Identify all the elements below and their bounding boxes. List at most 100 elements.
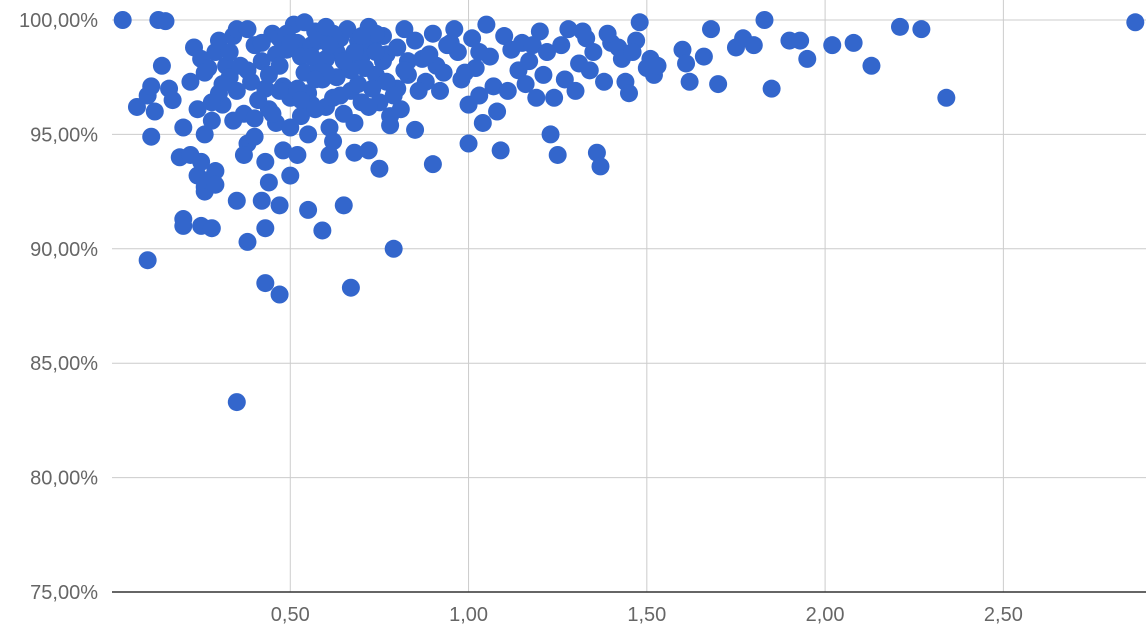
y-tick-label: 95,00% xyxy=(30,124,98,146)
data-point xyxy=(242,72,261,91)
data-point xyxy=(595,72,614,91)
data-point xyxy=(249,91,268,110)
data-point xyxy=(862,56,881,75)
data-point xyxy=(530,22,549,41)
data-point xyxy=(145,102,164,121)
data-point xyxy=(498,81,517,100)
data-point xyxy=(252,33,271,52)
data-point xyxy=(202,93,221,112)
data-point xyxy=(174,216,193,235)
x-tick-label: 2,00 xyxy=(806,604,845,626)
data-point xyxy=(431,81,450,100)
data-point xyxy=(345,143,364,162)
data-point xyxy=(291,107,310,126)
data-point xyxy=(299,125,318,144)
data-point xyxy=(762,79,781,98)
data-point xyxy=(587,143,606,162)
y-tick-label: 90,00% xyxy=(30,239,98,261)
data-point xyxy=(395,20,414,39)
data-point xyxy=(320,118,339,137)
data-point xyxy=(370,159,389,178)
data-point xyxy=(288,145,307,164)
data-point xyxy=(620,84,638,103)
data-point xyxy=(598,24,617,43)
data-point xyxy=(270,196,289,215)
data-point xyxy=(937,88,956,107)
data-point xyxy=(523,36,542,55)
data-point xyxy=(163,91,182,110)
data-point xyxy=(630,13,649,32)
data-point xyxy=(566,81,585,100)
data-point xyxy=(445,20,464,39)
data-point xyxy=(206,162,225,181)
data-point xyxy=(320,36,339,55)
data-point xyxy=(138,251,157,270)
data-point xyxy=(281,118,300,137)
data-point xyxy=(470,43,489,62)
data-point xyxy=(363,79,382,98)
data-point xyxy=(537,43,556,62)
data-point xyxy=(113,11,132,29)
y-tick-label: 100,00% xyxy=(19,10,98,32)
data-point xyxy=(202,219,221,238)
data-point xyxy=(142,77,161,96)
data-point xyxy=(545,88,564,107)
data-point xyxy=(220,43,239,62)
data-point xyxy=(1126,13,1145,32)
data-point xyxy=(591,157,610,176)
data-point xyxy=(349,75,368,94)
data-point xyxy=(320,145,339,164)
data-point xyxy=(316,17,335,36)
data-point xyxy=(334,52,353,71)
data-point xyxy=(844,33,863,52)
data-point xyxy=(555,70,574,89)
data-point xyxy=(256,219,275,238)
data-point xyxy=(488,102,507,121)
data-point xyxy=(192,152,211,171)
y-tick-label: 85,00% xyxy=(30,353,98,375)
x-tick-label: 0,50 xyxy=(271,604,310,626)
data-point xyxy=(798,49,817,68)
data-point xyxy=(331,86,350,105)
data-point xyxy=(245,127,264,146)
x-tick-label: 1,50 xyxy=(627,604,666,626)
data-point xyxy=(252,191,271,210)
data-point xyxy=(463,29,482,48)
data-point xyxy=(377,72,396,91)
data-point xyxy=(709,75,728,94)
data-point xyxy=(548,145,567,164)
data-point xyxy=(366,43,385,62)
data-point xyxy=(213,75,232,94)
data-point xyxy=(281,166,300,185)
data-point xyxy=(231,56,250,75)
data-point xyxy=(459,134,478,153)
data-point xyxy=(270,81,289,100)
data-point xyxy=(259,173,278,192)
data-point xyxy=(912,20,931,39)
axis-tick-labels: 75,00% 80,00% 85,00% 90,00% 95,00% 100,00% 0,5… xyxy=(19,10,1023,626)
data-point xyxy=(195,125,214,144)
data-point xyxy=(209,31,228,50)
data-point xyxy=(263,104,282,123)
data-point xyxy=(584,43,603,62)
data-point xyxy=(744,36,763,55)
data-point xyxy=(291,91,310,110)
data-point xyxy=(366,24,385,43)
data-point xyxy=(238,232,257,251)
data-point xyxy=(648,56,667,75)
data-point xyxy=(281,33,300,52)
data-point xyxy=(306,100,325,119)
data-point xyxy=(274,141,293,160)
data-point xyxy=(256,152,275,171)
data-point xyxy=(256,274,275,293)
data-point xyxy=(270,285,289,304)
data-point xyxy=(156,12,175,31)
data-point xyxy=(152,56,171,75)
data-point xyxy=(516,75,535,94)
data-point xyxy=(238,20,257,39)
data-point xyxy=(381,116,400,135)
data-point xyxy=(434,63,453,82)
data-point xyxy=(181,72,200,91)
data-point xyxy=(420,45,439,64)
